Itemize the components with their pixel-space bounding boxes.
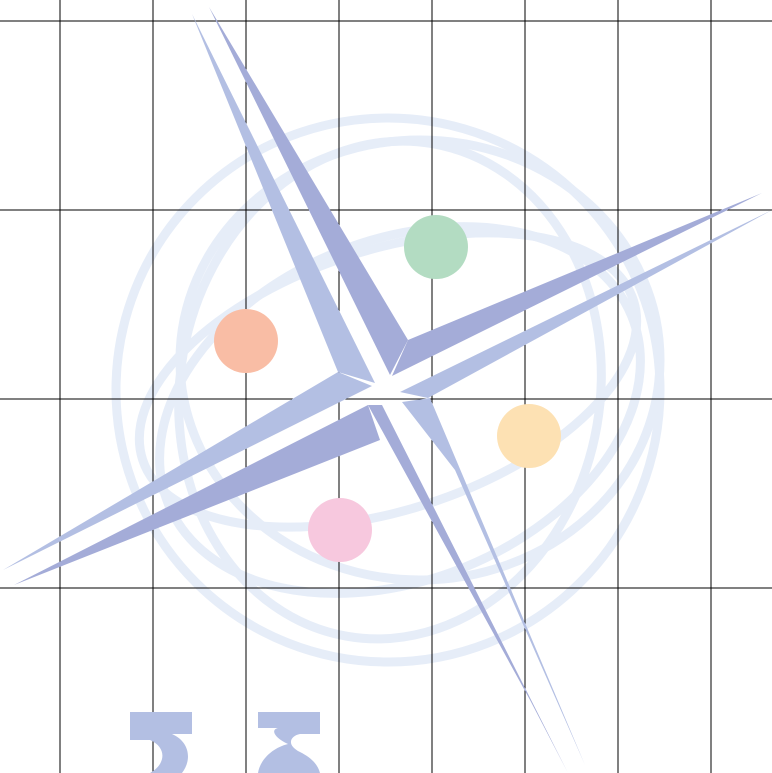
page: (() => { const data = JSON.parse(documen… [0,0,772,773]
logo-canvas [0,0,772,773]
pink-dot [308,498,372,562]
glyph-shape [258,712,320,773]
yellow-dot [497,404,561,468]
partial-glyphs [130,712,320,773]
green-dot [404,215,468,279]
glyph-shape [130,712,192,773]
orange-dot [214,309,278,373]
